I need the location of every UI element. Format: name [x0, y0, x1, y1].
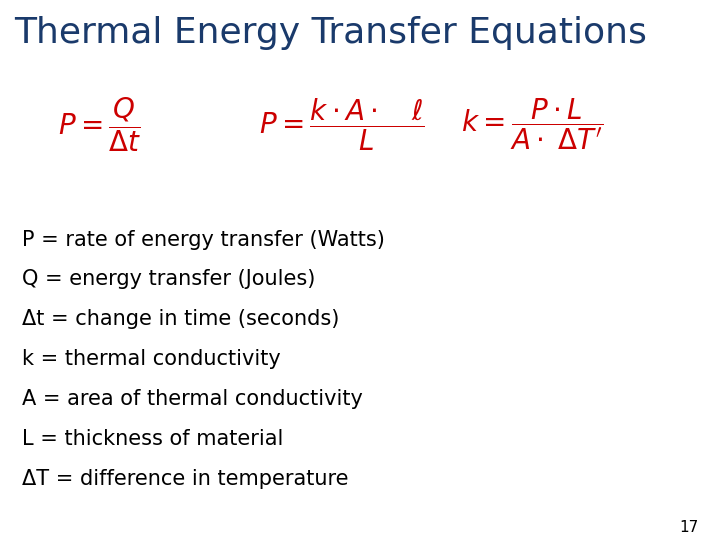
Text: P = rate of energy transfer (Watts): P = rate of energy transfer (Watts)	[22, 230, 384, 249]
Text: A = area of thermal conductivity: A = area of thermal conductivity	[22, 389, 362, 409]
Text: $\mathit{P}=\dfrac{\mathit{k} \cdot \mathit{A} \cdot \quad \ell}{\mathit{L}}$: $\mathit{P}=\dfrac{\mathit{k} \cdot \mat…	[259, 96, 425, 152]
Text: k = thermal conductivity: k = thermal conductivity	[22, 349, 280, 369]
Text: ΔT = difference in temperature: ΔT = difference in temperature	[22, 469, 348, 489]
Text: Q = energy transfer (Joules): Q = energy transfer (Joules)	[22, 269, 315, 289]
Text: $\mathit{P}=\dfrac{\mathit{Q}}{\Delta \mathit{t}}$: $\mathit{P}=\dfrac{\mathit{Q}}{\Delta \m…	[58, 95, 141, 153]
Text: Thermal Energy Transfer Equations: Thermal Energy Transfer Equations	[14, 16, 647, 50]
Text: 17: 17	[679, 519, 698, 535]
Text: $\mathit{k}=\dfrac{\mathit{P} \cdot \mathit{L}}{\mathit{A} \cdot \; \Delta\mathi: $\mathit{k}=\dfrac{\mathit{P} \cdot \mat…	[461, 97, 603, 152]
Text: L = thickness of material: L = thickness of material	[22, 429, 283, 449]
Text: Δt = change in time (seconds): Δt = change in time (seconds)	[22, 309, 339, 329]
